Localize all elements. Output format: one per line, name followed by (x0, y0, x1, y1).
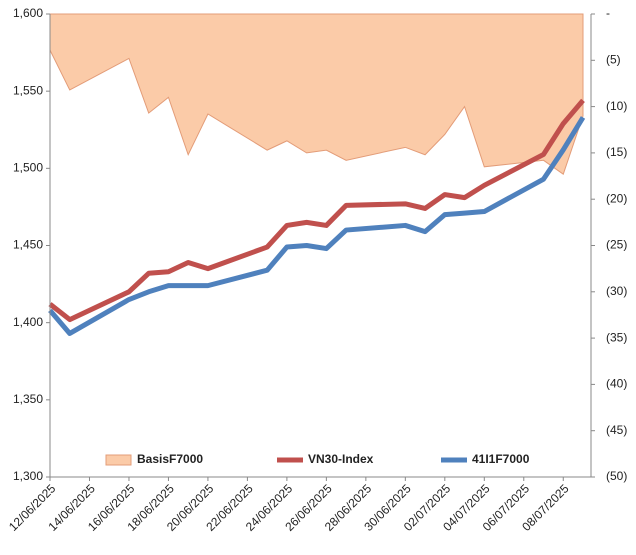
area (49, 13, 584, 175)
line (48, 98, 585, 323)
y2-tick-label: (30) (606, 284, 627, 298)
y-tick-label: 1,550 (13, 83, 43, 97)
y-tick-label: 1,350 (13, 392, 43, 406)
y2-tick-label: (45) (606, 423, 627, 437)
y-tick-label: 1,400 (13, 315, 43, 329)
y2-tick-label: (50) (606, 469, 627, 483)
y2-tick-label: (25) (606, 238, 627, 252)
y2-tick-label: (40) (606, 377, 627, 391)
y2-tick-label: (35) (606, 330, 627, 344)
y2-tick-label: (10) (606, 99, 627, 113)
y-tick-label: 1,500 (13, 161, 43, 175)
y2-tick-label: (20) (606, 191, 627, 205)
y-tick-label: 1,600 (13, 6, 43, 20)
legend-swatch (105, 454, 132, 466)
y2-tick-label: (15) (606, 145, 627, 159)
y-tick-label: 1,300 (13, 469, 43, 483)
y-tick-label: 1,450 (13, 238, 43, 252)
legend-label: BasisF7000 (137, 452, 203, 466)
line (48, 116, 586, 336)
legend-label: VN30-Index (308, 452, 374, 466)
legend-label: 41I1F7000 (472, 452, 530, 466)
y2-tick-label: - (606, 6, 610, 20)
y2-tick-label: (5) (606, 52, 621, 66)
